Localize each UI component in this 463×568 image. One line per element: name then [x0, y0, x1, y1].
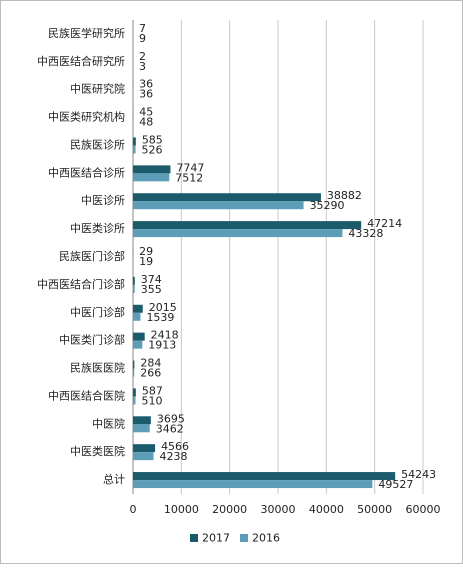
x-tick-label: 20000	[212, 503, 247, 516]
bar	[133, 452, 153, 460]
y-tick-label: 中医门诊部	[70, 305, 125, 319]
legend-label: 2016	[252, 532, 280, 545]
y-tick-label: 中医诊所	[81, 193, 125, 207]
bar	[133, 444, 155, 452]
y-tick-label: 中医类研究机构	[48, 110, 125, 124]
y-tick-label: 中医类医院	[70, 444, 125, 458]
bar	[133, 341, 142, 349]
bar	[133, 396, 135, 404]
legend-swatch	[190, 534, 198, 542]
value-label: 43328	[348, 227, 383, 240]
value-label: 36	[139, 88, 153, 101]
value-label: 510	[141, 394, 162, 407]
bar	[133, 201, 304, 209]
y-tick-label: 总计	[103, 472, 125, 486]
x-tick-label: 10000	[164, 503, 199, 516]
value-label: 266	[140, 367, 161, 380]
bar	[133, 388, 136, 396]
bar	[133, 285, 135, 293]
y-tick-label: 中医类诊所	[70, 221, 125, 235]
bar	[133, 424, 150, 432]
bar	[133, 165, 170, 173]
value-label: 526	[142, 143, 163, 156]
bar	[133, 193, 321, 201]
bar	[133, 137, 136, 145]
x-tick-label: 0	[130, 503, 137, 516]
y-tick-label: 中西医结合门诊部	[37, 277, 125, 291]
y-tick-label: 中医类门诊部	[59, 333, 125, 347]
x-tick-label: 30000	[261, 503, 296, 516]
bar	[133, 277, 135, 285]
y-tick-label: 中西医结合研究所	[37, 54, 125, 68]
value-label: 7512	[175, 171, 203, 184]
y-tick-label: 中西医结合诊所	[48, 165, 125, 179]
y-tick-label: 民族医医院	[70, 361, 125, 375]
value-label: 4238	[159, 450, 187, 463]
y-tick-label: 中医研究院	[70, 82, 125, 96]
bar	[133, 416, 151, 424]
value-label: 3	[139, 60, 146, 73]
y-tick-label: 中西医结合医院	[48, 388, 125, 402]
value-label: 19	[139, 255, 153, 268]
bar	[133, 472, 395, 480]
value-label: 35290	[310, 199, 345, 212]
bar	[133, 173, 169, 181]
value-label: 9	[139, 32, 146, 45]
bar	[133, 313, 140, 321]
value-label: 48	[139, 116, 153, 129]
y-tick-label: 中医院	[92, 416, 125, 430]
bar	[133, 145, 136, 153]
legend-swatch	[240, 534, 248, 542]
bar	[133, 221, 361, 229]
y-tick-label: 民族医门诊部	[59, 249, 125, 263]
bar	[133, 369, 134, 377]
bar	[133, 333, 145, 341]
bar	[133, 361, 134, 369]
value-label: 1913	[148, 339, 176, 352]
value-label: 3462	[156, 422, 184, 435]
bar	[133, 305, 143, 313]
value-label: 1539	[146, 311, 174, 324]
value-label: 49527	[378, 478, 413, 491]
y-tick-label: 民族医学研究所	[48, 26, 125, 40]
bar	[133, 480, 372, 488]
y-tick-label: 民族医诊所	[70, 137, 125, 151]
value-label: 355	[141, 283, 162, 296]
legend-label: 2017	[202, 532, 230, 545]
x-tick-label: 40000	[309, 503, 344, 516]
x-tick-label: 50000	[357, 503, 392, 516]
x-tick-label: 60000	[406, 503, 441, 516]
bar	[133, 229, 342, 237]
